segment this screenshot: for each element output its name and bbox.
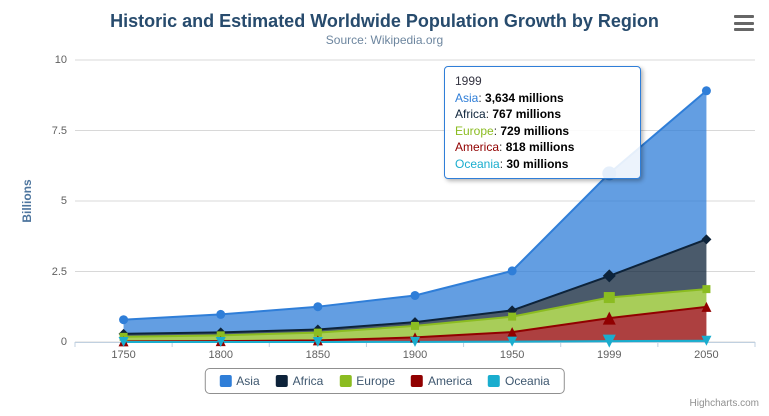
chart-subtitle: Source: Wikipedia.org: [325, 33, 444, 47]
marker-america-2050[interactable]: [701, 301, 712, 312]
legend-label: America: [428, 374, 473, 388]
marker-oceania-1950[interactable]: [507, 336, 518, 347]
credits-link[interactable]: Highcharts.com: [689, 398, 759, 409]
legend-item-oceania[interactable]: Oceania: [488, 374, 550, 388]
hamburger-menu-icon: [734, 15, 754, 31]
marker-oceania-1900[interactable]: [410, 336, 420, 347]
marker-america-1999[interactable]: [602, 311, 616, 325]
marker-oceania-1750[interactable]: [118, 336, 129, 347]
legend-label: Oceania: [505, 374, 550, 388]
legend-symbol-asia: [219, 375, 232, 387]
legend-item-asia[interactable]: Asia: [219, 374, 260, 388]
hamburger-bar: [734, 21, 754, 25]
legend-label: Africa: [292, 374, 324, 388]
marker-europe-1950[interactable]: [508, 312, 517, 321]
legend-item-europe[interactable]: Europe: [339, 374, 395, 388]
hamburger-bar: [734, 15, 754, 18]
marker-africa-2050[interactable]: [701, 234, 712, 245]
marker-asia-1999[interactable]: [602, 166, 617, 181]
y-axis-title: Billions: [20, 179, 34, 223]
marker-asia-1900[interactable]: [410, 290, 420, 300]
marker-asia-1950[interactable]: [507, 266, 517, 276]
marker-asia-2050[interactable]: [701, 86, 711, 96]
marker-asia-1850[interactable]: [313, 302, 323, 312]
legend-label: Europe: [356, 374, 396, 388]
legend-symbol-africa: [275, 375, 288, 387]
area-america[interactable]: [123, 306, 707, 342]
chart-title: Historic and Estimated Worldwide Populat…: [110, 11, 659, 31]
marker-asia-1750[interactable]: [119, 315, 129, 325]
marker-europe-2050[interactable]: [702, 285, 711, 294]
marker-africa-1999[interactable]: [602, 269, 616, 283]
hamburger-bar: [734, 28, 754, 31]
marker-oceania-1850[interactable]: [312, 336, 323, 347]
area-asia[interactable]: [123, 90, 707, 334]
marker-europe-1850[interactable]: [313, 328, 322, 337]
legend: Asia Africa Europe America Oceania: [204, 368, 565, 394]
legend-label: Asia: [236, 374, 260, 388]
legend-item-america[interactable]: America: [411, 374, 472, 388]
legend-symbol-oceania: [488, 375, 501, 387]
marker-oceania-1999[interactable]: [602, 334, 616, 348]
legend-symbol-europe: [339, 375, 352, 387]
area-africa[interactable]: [123, 239, 707, 337]
legend-item-africa[interactable]: Africa: [275, 374, 324, 388]
marker-oceania-1800[interactable]: [215, 336, 226, 347]
marker-america-1950[interactable]: [507, 327, 518, 338]
marker-oceania-2050[interactable]: [701, 335, 712, 346]
legend-symbol-america: [411, 375, 424, 387]
marker-asia-1800[interactable]: [216, 309, 226, 319]
chart-context-menu-button[interactable]: [734, 15, 754, 31]
marker-europe-1900[interactable]: [411, 321, 419, 330]
marker-europe-1999[interactable]: [603, 292, 615, 304]
